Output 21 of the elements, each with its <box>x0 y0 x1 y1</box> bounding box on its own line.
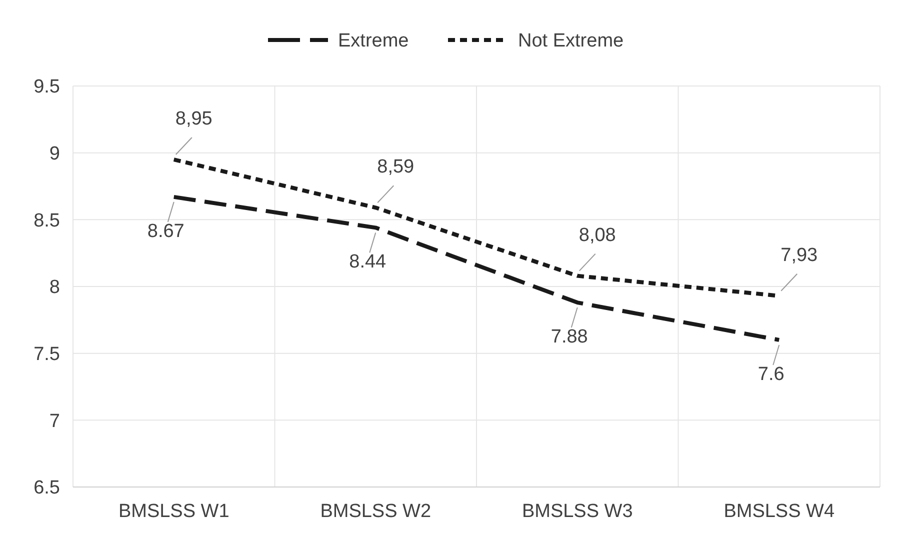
data-label: 8,59 <box>377 156 414 178</box>
y-tick-label: 9 <box>49 143 60 164</box>
y-tick-label: 9.5 <box>34 76 60 98</box>
x-tick-label: BMSLSS W4 <box>724 501 835 522</box>
data-label: 8,95 <box>175 108 212 130</box>
data-label: 7,93 <box>780 244 818 266</box>
x-tick-label: BMSLSS W1 <box>118 501 230 522</box>
y-tick-label: 7 <box>49 410 60 432</box>
data-label: 7.6 <box>758 364 784 385</box>
legend-label: Extreme <box>338 30 409 52</box>
x-tick-label: BMSLSS W2 <box>320 501 432 522</box>
x-tick-label: BMSLSS W3 <box>522 501 633 522</box>
y-tick-label: 8.5 <box>34 210 60 232</box>
data-label: 8.67 <box>147 220 184 242</box>
y-tick-label: 6.5 <box>34 478 60 499</box>
data-label: 7.88 <box>550 326 588 348</box>
data-label: 8,08 <box>578 224 616 246</box>
y-tick-label: 7.5 <box>34 344 60 365</box>
y-tick-label: 8 <box>49 277 60 298</box>
legend-label: Not Extreme <box>518 30 624 52</box>
data-label: 8.44 <box>349 252 387 273</box>
